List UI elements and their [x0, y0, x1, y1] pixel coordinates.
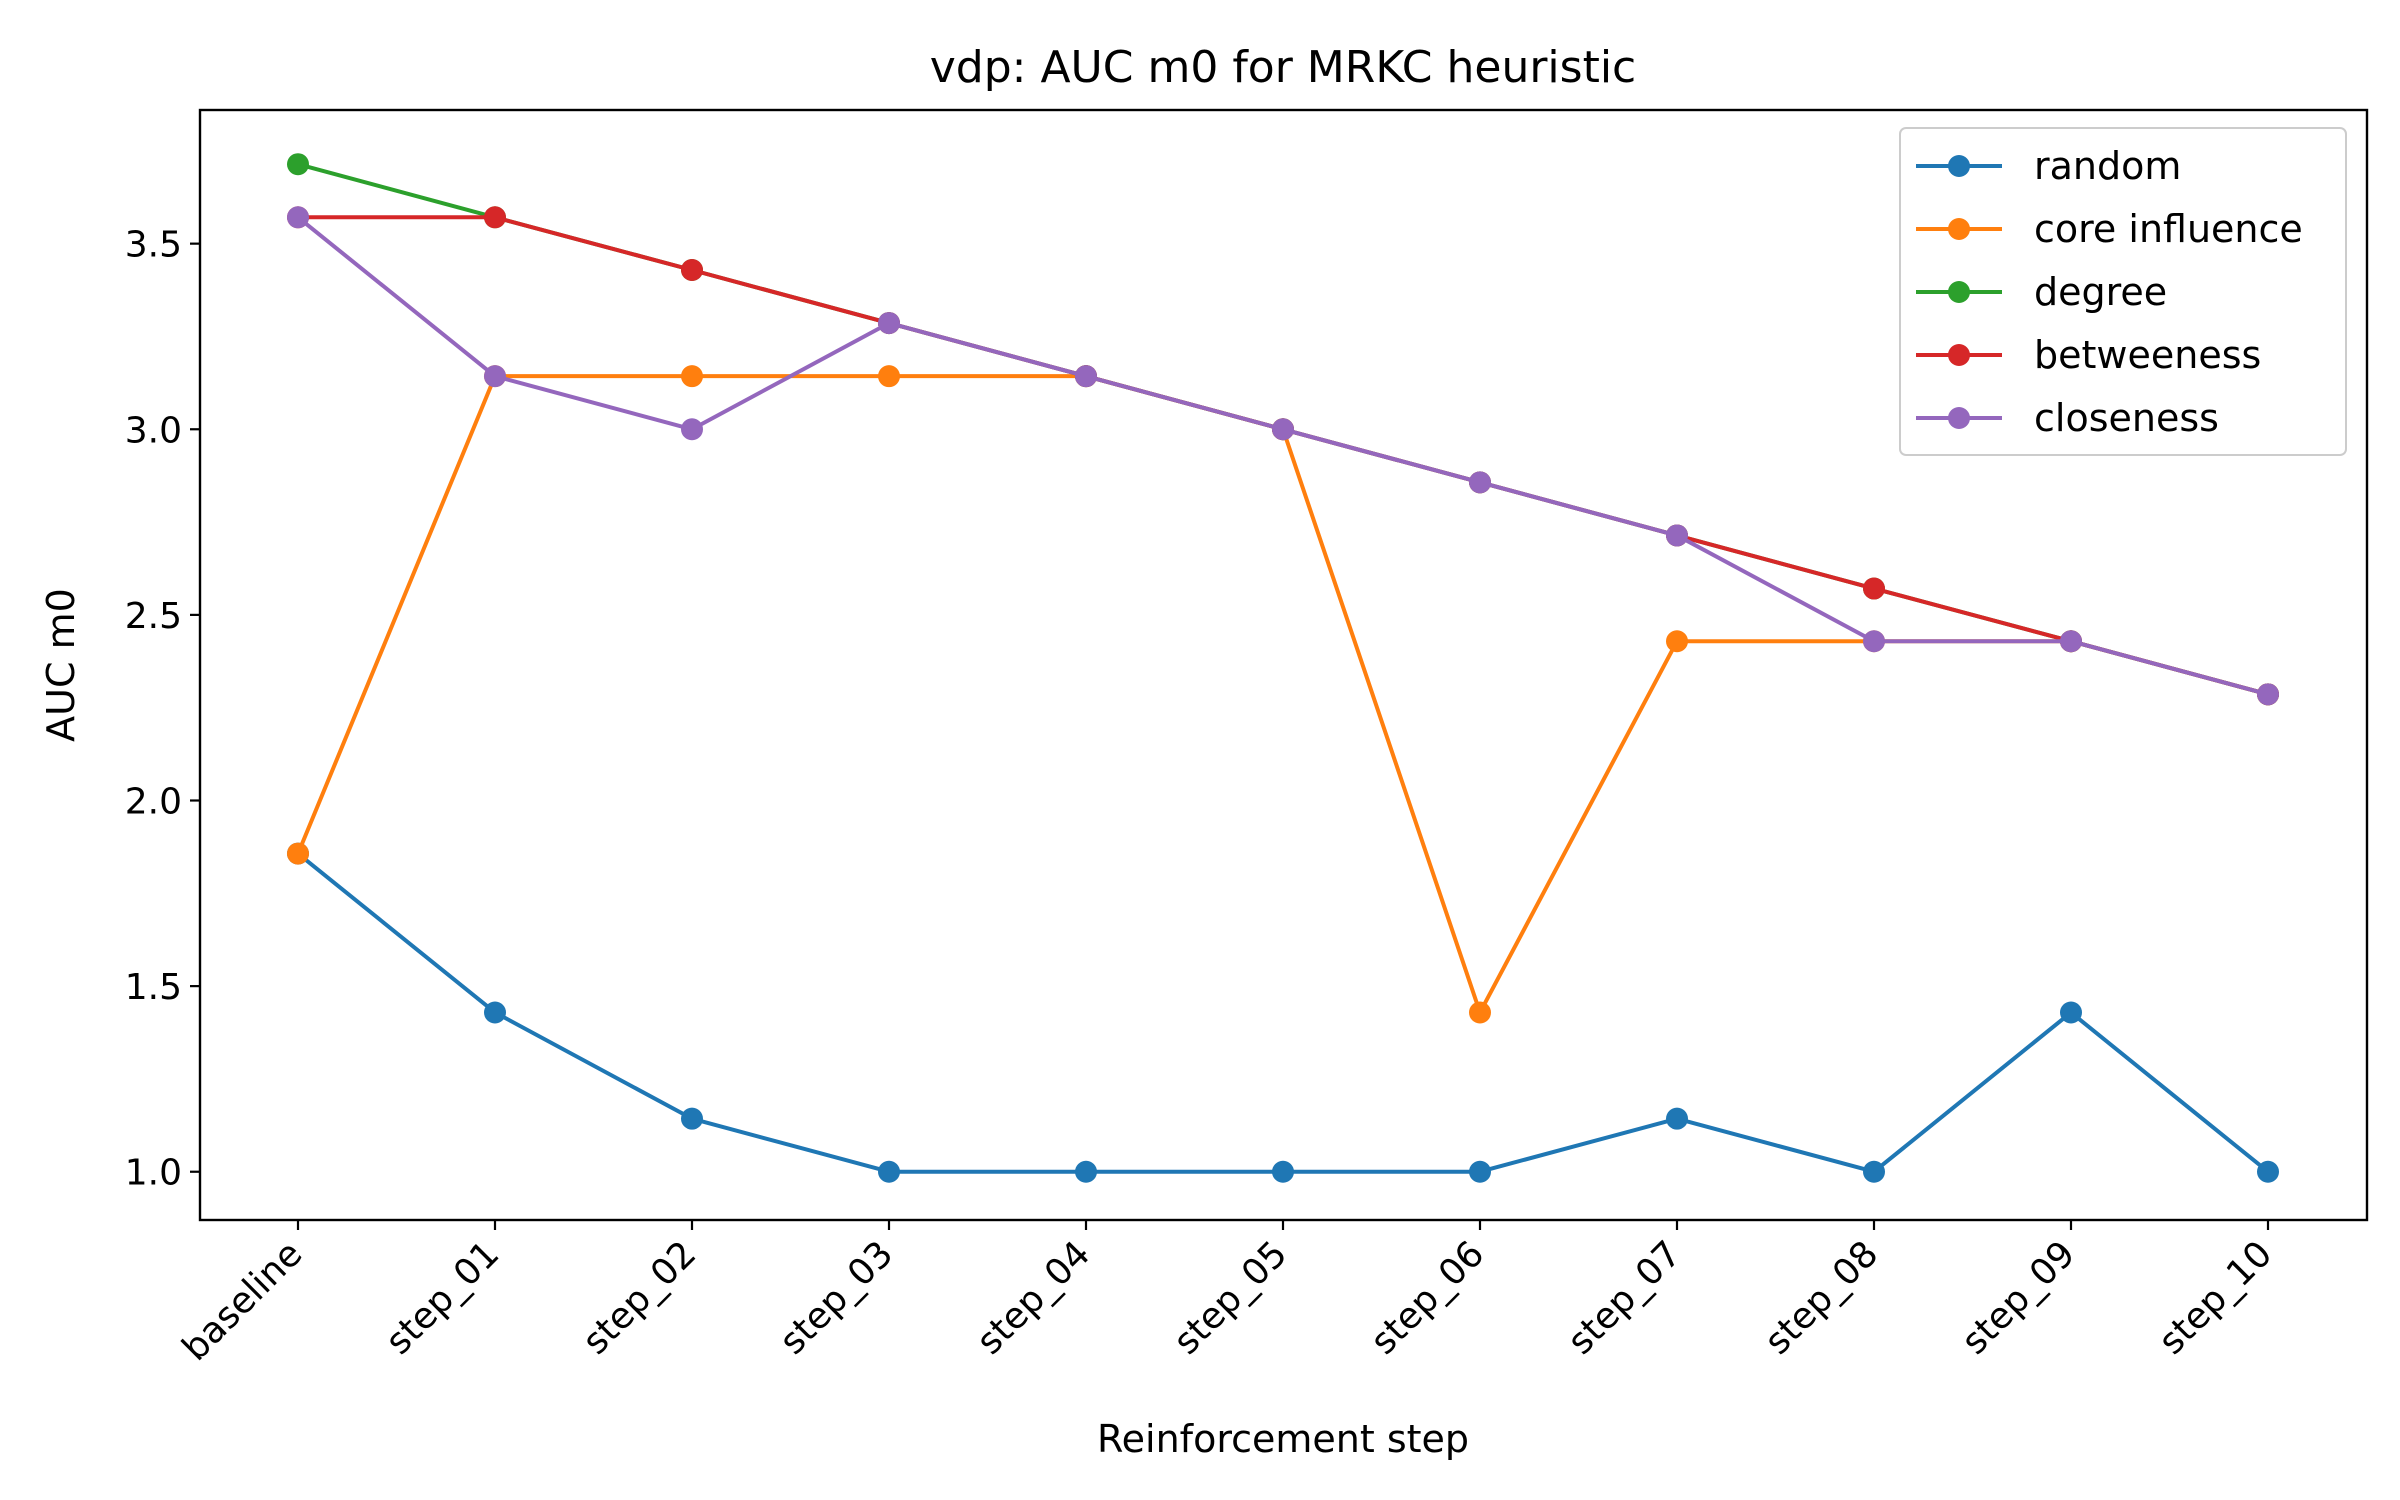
data-point-random — [1075, 1160, 1097, 1183]
data-point-random — [1469, 1160, 1491, 1183]
data-point-closeness — [681, 418, 703, 441]
data-point-random — [1272, 1160, 1294, 1183]
y-tick-label: 2.5 — [125, 596, 182, 637]
data-point-betweeness — [484, 206, 506, 229]
data-point-random — [878, 1160, 900, 1183]
data-point-closeness — [2060, 630, 2082, 653]
chart-title: vdp: AUC m0 for MRKC heuristic — [930, 42, 1637, 93]
y-tick-label: 3.0 — [125, 410, 182, 451]
y-tick-label: 1.0 — [125, 1153, 182, 1194]
data-point-random — [484, 1001, 506, 1024]
data-point-closeness — [1272, 418, 1294, 441]
legend-marker-closeness — [1948, 407, 1970, 429]
legend-marker-random — [1948, 155, 1970, 177]
plot-frame — [198, 108, 2369, 1222]
data-point-degree — [287, 153, 309, 176]
legend-label-random: random — [2034, 144, 2181, 188]
data-point-core-influence — [1469, 1001, 1491, 1024]
data-point-closeness — [2257, 683, 2279, 706]
y-tick-label: 3.5 — [125, 225, 182, 266]
legend-label-closeness: closeness — [2034, 396, 2219, 440]
legend-label-degree: degree — [2034, 270, 2167, 314]
legend-marker-core-influence — [1948, 218, 1970, 240]
data-point-core-influence — [878, 365, 900, 388]
legend-box — [1899, 127, 2347, 456]
data-point-core-influence — [681, 365, 703, 388]
data-point-core-influence — [1666, 630, 1688, 653]
data-point-closeness — [287, 206, 309, 229]
y-tick-label: 2.0 — [125, 782, 182, 823]
legend-label-core-influence: core influence — [2034, 207, 2303, 251]
data-point-random — [1863, 1160, 1885, 1183]
data-point-closeness — [484, 365, 506, 388]
y-axis-title: AUC m0 — [39, 588, 83, 742]
data-point-core-influence — [287, 842, 309, 865]
data-point-closeness — [1469, 471, 1491, 494]
series-layer — [287, 153, 2279, 1183]
data-point-closeness — [878, 312, 900, 335]
data-point-betweeness — [681, 259, 703, 282]
legend-marker-betweeness — [1948, 344, 1970, 366]
data-point-random — [2060, 1001, 2082, 1024]
data-point-closeness — [1666, 524, 1688, 547]
y-axis: 1.0 1.5 2.0 2.5 3.0 3.5 — [125, 225, 200, 1194]
data-point-random — [2257, 1160, 2279, 1183]
legend-label-betweeness: betweeness — [2034, 333, 2261, 377]
data-point-closeness — [1863, 630, 1885, 653]
legend-marker-degree — [1948, 281, 1970, 303]
series-closeness — [287, 206, 2279, 706]
x-axis-title: Reinforcement step — [1097, 1417, 1469, 1461]
legend: random core influence degree betweeness clos… — [1899, 127, 2347, 456]
data-point-betweeness — [1863, 577, 1885, 600]
data-point-closeness — [1075, 365, 1097, 388]
data-point-random — [681, 1107, 703, 1130]
y-tick-label: 1.5 — [125, 967, 182, 1008]
data-point-random — [1666, 1107, 1688, 1130]
